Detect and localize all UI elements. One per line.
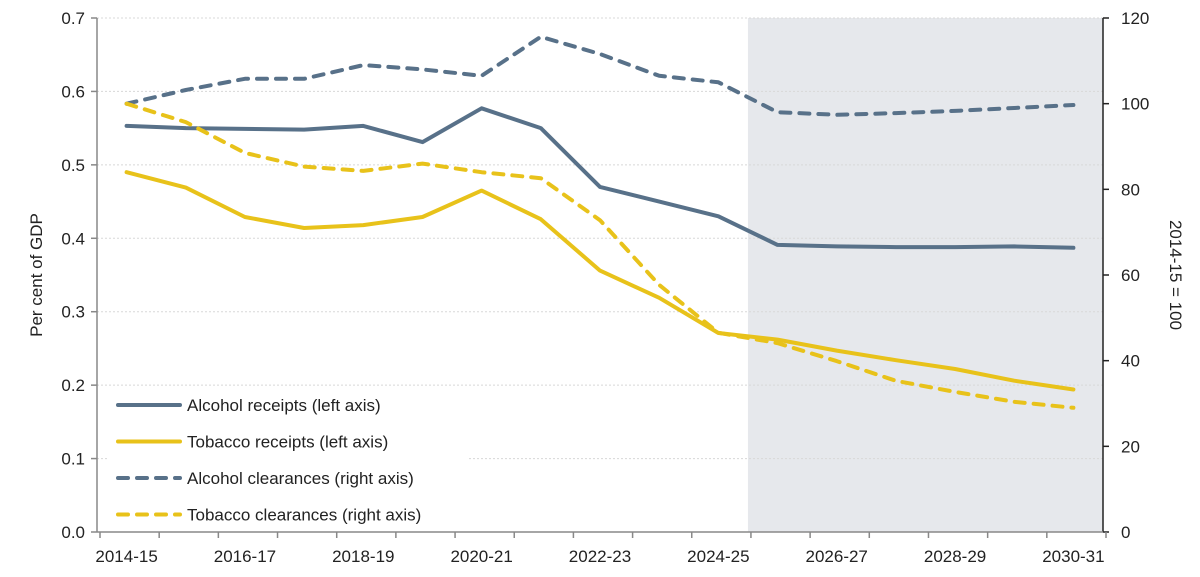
legend-box xyxy=(108,388,468,530)
y-tick-label: 0.3 xyxy=(61,303,85,322)
legend-label: Tobacco clearances (right axis) xyxy=(187,506,421,525)
y2-axis-label: 2014-15 = 100 xyxy=(1166,220,1185,330)
y2-tick-label: 20 xyxy=(1121,437,1140,456)
forecast-shaded-region xyxy=(747,18,1103,532)
x-tick-label: 2022-23 xyxy=(569,547,631,566)
series-line-tobacco-clearances-right-axis xyxy=(124,101,1076,410)
legend-label: Alcohol clearances (right axis) xyxy=(187,469,414,488)
x-tick-label: 2024-25 xyxy=(687,547,749,566)
y-tick-label: 0.1 xyxy=(61,450,85,469)
x-tick-label: 2026-27 xyxy=(806,547,868,566)
y2-tick-label: 40 xyxy=(1121,352,1140,371)
y-tick-label: 0.0 xyxy=(61,523,85,542)
x-tick-label: 2020-21 xyxy=(450,547,512,566)
y2-tick-label: 60 xyxy=(1121,266,1140,285)
x-tick-label: 2014-15 xyxy=(95,547,157,566)
x-tick-label: 2016-17 xyxy=(214,547,276,566)
y2-tick-label: 0 xyxy=(1121,523,1130,542)
y2-tick-label: 120 xyxy=(1121,9,1149,28)
series-line-alcohol-clearances-right-axis xyxy=(124,34,1076,117)
y-tick-label: 0.7 xyxy=(61,9,85,28)
y-tick-label: 0.6 xyxy=(61,82,85,101)
legend-label: Tobacco receipts (left axis) xyxy=(187,433,388,452)
x-tick-label: 2018-19 xyxy=(332,547,394,566)
y-tick-label: 0.5 xyxy=(61,156,85,175)
y-tick-label: 0.4 xyxy=(61,229,85,248)
series-line-alcohol-receipts-left-axis xyxy=(124,106,1076,250)
x-tick-label: 2028-29 xyxy=(924,547,986,566)
y2-tick-label: 100 xyxy=(1121,95,1149,114)
series-line-tobacco-receipts-left-axis xyxy=(124,170,1076,392)
y-tick-label: 0.2 xyxy=(61,376,85,395)
x-tick-label: 2030-31 xyxy=(1042,547,1104,566)
y-axis-label: Per cent of GDP xyxy=(27,213,46,337)
legend-label: Alcohol receipts (left axis) xyxy=(187,396,381,415)
y2-tick-label: 80 xyxy=(1121,180,1140,199)
